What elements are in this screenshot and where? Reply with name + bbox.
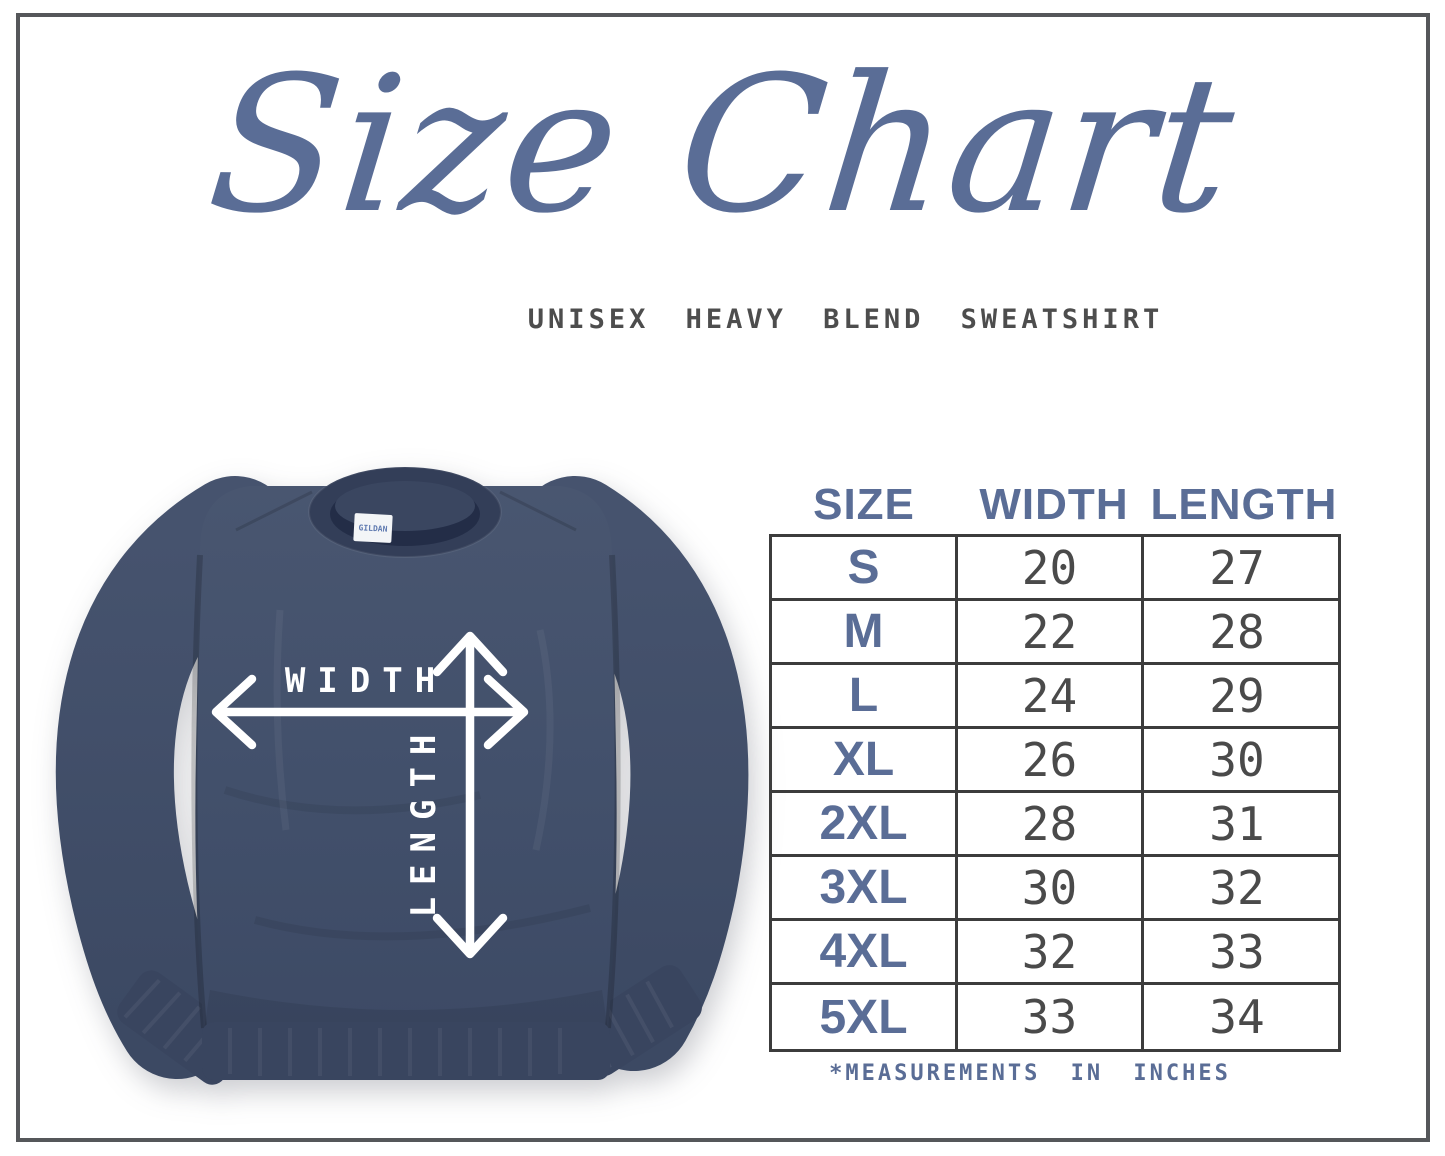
cell-length: 30 xyxy=(1209,732,1265,787)
cell-length: 28 xyxy=(1209,604,1265,659)
table-row: M 22 28 xyxy=(772,601,1338,665)
cell-width: 26 xyxy=(958,729,1144,790)
page-subtitle: UNISEX HEAVY BLEND SWEATSHIRT xyxy=(527,304,1164,335)
cell-size: 4XL xyxy=(772,921,958,982)
cell-width: 28 xyxy=(958,793,1144,854)
cell-width: 22 xyxy=(958,601,1144,662)
cell-size: L xyxy=(772,665,958,726)
length-label: LENGTH xyxy=(404,723,444,918)
cell-size: 5XL xyxy=(772,985,958,1049)
col-header-width: WIDTH xyxy=(979,480,1129,529)
table-row: L 24 29 xyxy=(772,665,1338,729)
cell-length: 27 xyxy=(1209,540,1265,595)
cell-length: 29 xyxy=(1209,668,1265,723)
width-label: WIDTH xyxy=(285,661,447,701)
table-body: S 20 27 M 22 28 L 24 29 XL 26 30 2XL 28 … xyxy=(769,534,1341,1052)
cell-length: 34 xyxy=(1209,990,1265,1044)
cell-size: XL xyxy=(772,729,958,790)
table-row: 4XL 32 33 xyxy=(772,921,1338,985)
length-arrow xyxy=(432,631,508,959)
cell-size: 2XL xyxy=(772,793,958,854)
table-header-row: SIZE WIDTH LENGTH xyxy=(769,476,1341,534)
page-title: Size Chart xyxy=(200,36,1245,255)
cell-width: 20 xyxy=(958,537,1144,598)
cell-width: 32 xyxy=(958,921,1144,982)
measurements-footnote: *MEASUREMENTS IN INCHES xyxy=(829,1061,1231,1086)
col-header-length: LENGTH xyxy=(1150,480,1338,529)
waistband xyxy=(202,990,610,1080)
col-header-size: SIZE xyxy=(813,480,915,529)
table-row: 2XL 28 31 xyxy=(772,793,1338,857)
cell-length: 33 xyxy=(1209,924,1265,979)
collar xyxy=(308,466,502,558)
table-row: 3XL 30 32 xyxy=(772,857,1338,921)
cell-size: M xyxy=(772,601,958,662)
cell-length: 32 xyxy=(1209,860,1265,915)
neck-tag-label: GILDAN xyxy=(358,523,388,534)
cell-length: 31 xyxy=(1209,796,1265,851)
cell-size: 3XL xyxy=(772,857,958,918)
cell-width: 30 xyxy=(958,857,1144,918)
neck-tag: GILDAN xyxy=(353,513,393,543)
cell-width: 33 xyxy=(958,985,1144,1049)
table-row: 5XL 33 34 xyxy=(772,985,1338,1049)
sweatshirt-photo: GILDAN WIDTH LENGTH xyxy=(55,466,749,1085)
size-table: SIZE WIDTH LENGTH S 20 27 M 22 28 L 24 2… xyxy=(769,476,1341,1086)
table-row: XL 26 30 xyxy=(772,729,1338,793)
table-row: S 20 27 xyxy=(772,537,1338,601)
cell-size: S xyxy=(772,537,958,598)
cell-width: 24 xyxy=(958,665,1144,726)
sweatshirt-body xyxy=(191,486,621,1030)
